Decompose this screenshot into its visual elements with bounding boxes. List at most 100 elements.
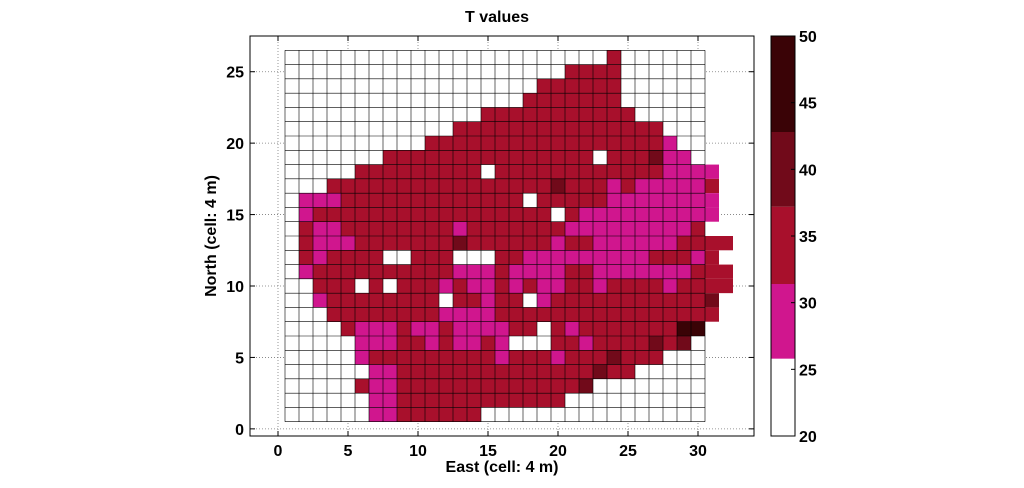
heatmap-cell [439, 364, 453, 379]
heatmap-cell [439, 407, 453, 422]
heatmap-cell [327, 278, 341, 294]
heatmap-cell [383, 336, 397, 351]
heatmap-cell [453, 293, 467, 308]
heatmap-cell [439, 150, 453, 165]
heatmap-cell [537, 393, 551, 408]
heatmap-cell [495, 336, 509, 351]
heatmap-cell [719, 264, 733, 279]
heatmap-cell [397, 393, 411, 408]
heatmap-cell [495, 164, 509, 179]
heatmap-cell [467, 121, 481, 136]
heatmap-cell [467, 193, 481, 208]
heatmap-cell [495, 121, 509, 136]
heatmap-cell [537, 193, 551, 208]
heatmap-cell [691, 236, 705, 251]
heatmap-cell [579, 293, 593, 308]
heatmap-cell [397, 193, 411, 208]
heatmap-cell [327, 178, 341, 194]
heatmap-cell [523, 278, 537, 294]
heatmap-cell [537, 150, 551, 165]
colorbar-tick-label: 50 [799, 29, 817, 46]
heatmap-cell [593, 221, 607, 236]
heatmap-cell [593, 93, 607, 108]
heatmap-cell [649, 336, 663, 351]
heatmap-cell [523, 207, 537, 222]
heatmap-cell [677, 193, 691, 208]
heatmap-cell [607, 236, 621, 251]
heatmap-cell [565, 78, 579, 94]
heatmap-cell [649, 136, 663, 151]
heatmap-cell [551, 121, 565, 136]
heatmap-cell [635, 350, 649, 365]
heatmap-cell [579, 350, 593, 365]
heatmap-cell [649, 321, 663, 336]
heatmap-cell [705, 307, 719, 322]
heatmap-cell [439, 336, 453, 351]
heatmap-cell [593, 121, 607, 136]
heatmap-cell [635, 278, 649, 294]
heatmap-cell [495, 350, 509, 365]
heatmap-cell [705, 164, 719, 179]
heatmap-cell [593, 250, 607, 265]
heatmap-cell [607, 336, 621, 351]
heatmap-cell [327, 236, 341, 251]
heatmap-cell [453, 150, 467, 165]
heatmap-cell [551, 221, 565, 236]
heatmap-cell [439, 393, 453, 408]
heatmap-cell [607, 364, 621, 379]
heatmap-cell [523, 307, 537, 322]
heatmap-cell [495, 107, 509, 122]
heatmap-cell [537, 178, 551, 194]
colorbar-band [771, 206, 795, 284]
heatmap-cell [705, 178, 719, 194]
heatmap-cell [607, 178, 621, 194]
heatmap-cell [425, 378, 439, 394]
heatmap-cell [467, 264, 481, 279]
heatmap-cell [649, 350, 663, 365]
heatmap-cell [635, 321, 649, 336]
heatmap-cell [481, 107, 495, 122]
heatmap-cell [523, 264, 537, 279]
heatmap-cell [481, 221, 495, 236]
heatmap-cell [453, 264, 467, 279]
heatmap-cell [383, 207, 397, 222]
heatmap-cell [369, 336, 383, 351]
heatmap-cell [551, 164, 565, 179]
heatmap-cell [705, 278, 719, 294]
heatmap-cell [607, 278, 621, 294]
heatmap-cell [635, 121, 649, 136]
heatmap-cell [495, 278, 509, 294]
heatmap-cell [411, 307, 425, 322]
heatmap-cell [425, 364, 439, 379]
colorbar-tick-label: 25 [799, 362, 817, 379]
heatmap-cell [635, 193, 649, 208]
heatmap-cell [593, 278, 607, 294]
heatmap-cell [355, 321, 369, 336]
heatmap-cell [537, 307, 551, 322]
heatmap-cell [355, 236, 369, 251]
heatmap-cell [383, 164, 397, 179]
heatmap-cell [579, 364, 593, 379]
heatmap-cell [327, 207, 341, 222]
heatmap-cell [327, 264, 341, 279]
heatmap-cell [621, 321, 635, 336]
axes-border [249, 35, 755, 437]
heatmap-cell [635, 250, 649, 265]
heatmap-cell [341, 236, 355, 251]
colorbar-ticks: 20 25 30 35 40 45 50 [791, 29, 817, 446]
colorbar-tick-label: 40 [799, 162, 817, 179]
heatmap-cell [425, 207, 439, 222]
heatmap-cell [425, 321, 439, 336]
heatmap-cell [495, 321, 509, 336]
heatmap-cell [481, 207, 495, 222]
y-tick-label: 25 [226, 65, 244, 82]
x-tick-label: 5 [344, 443, 353, 460]
heatmap-cell [411, 350, 425, 365]
heatmap-cell [509, 350, 523, 365]
heatmap-cell [635, 178, 649, 194]
heatmap-cell [411, 236, 425, 251]
heatmap-cell [425, 278, 439, 294]
heatmap-cell [299, 221, 313, 236]
heatmap-cell [705, 264, 719, 279]
heatmap-cell [313, 193, 327, 208]
